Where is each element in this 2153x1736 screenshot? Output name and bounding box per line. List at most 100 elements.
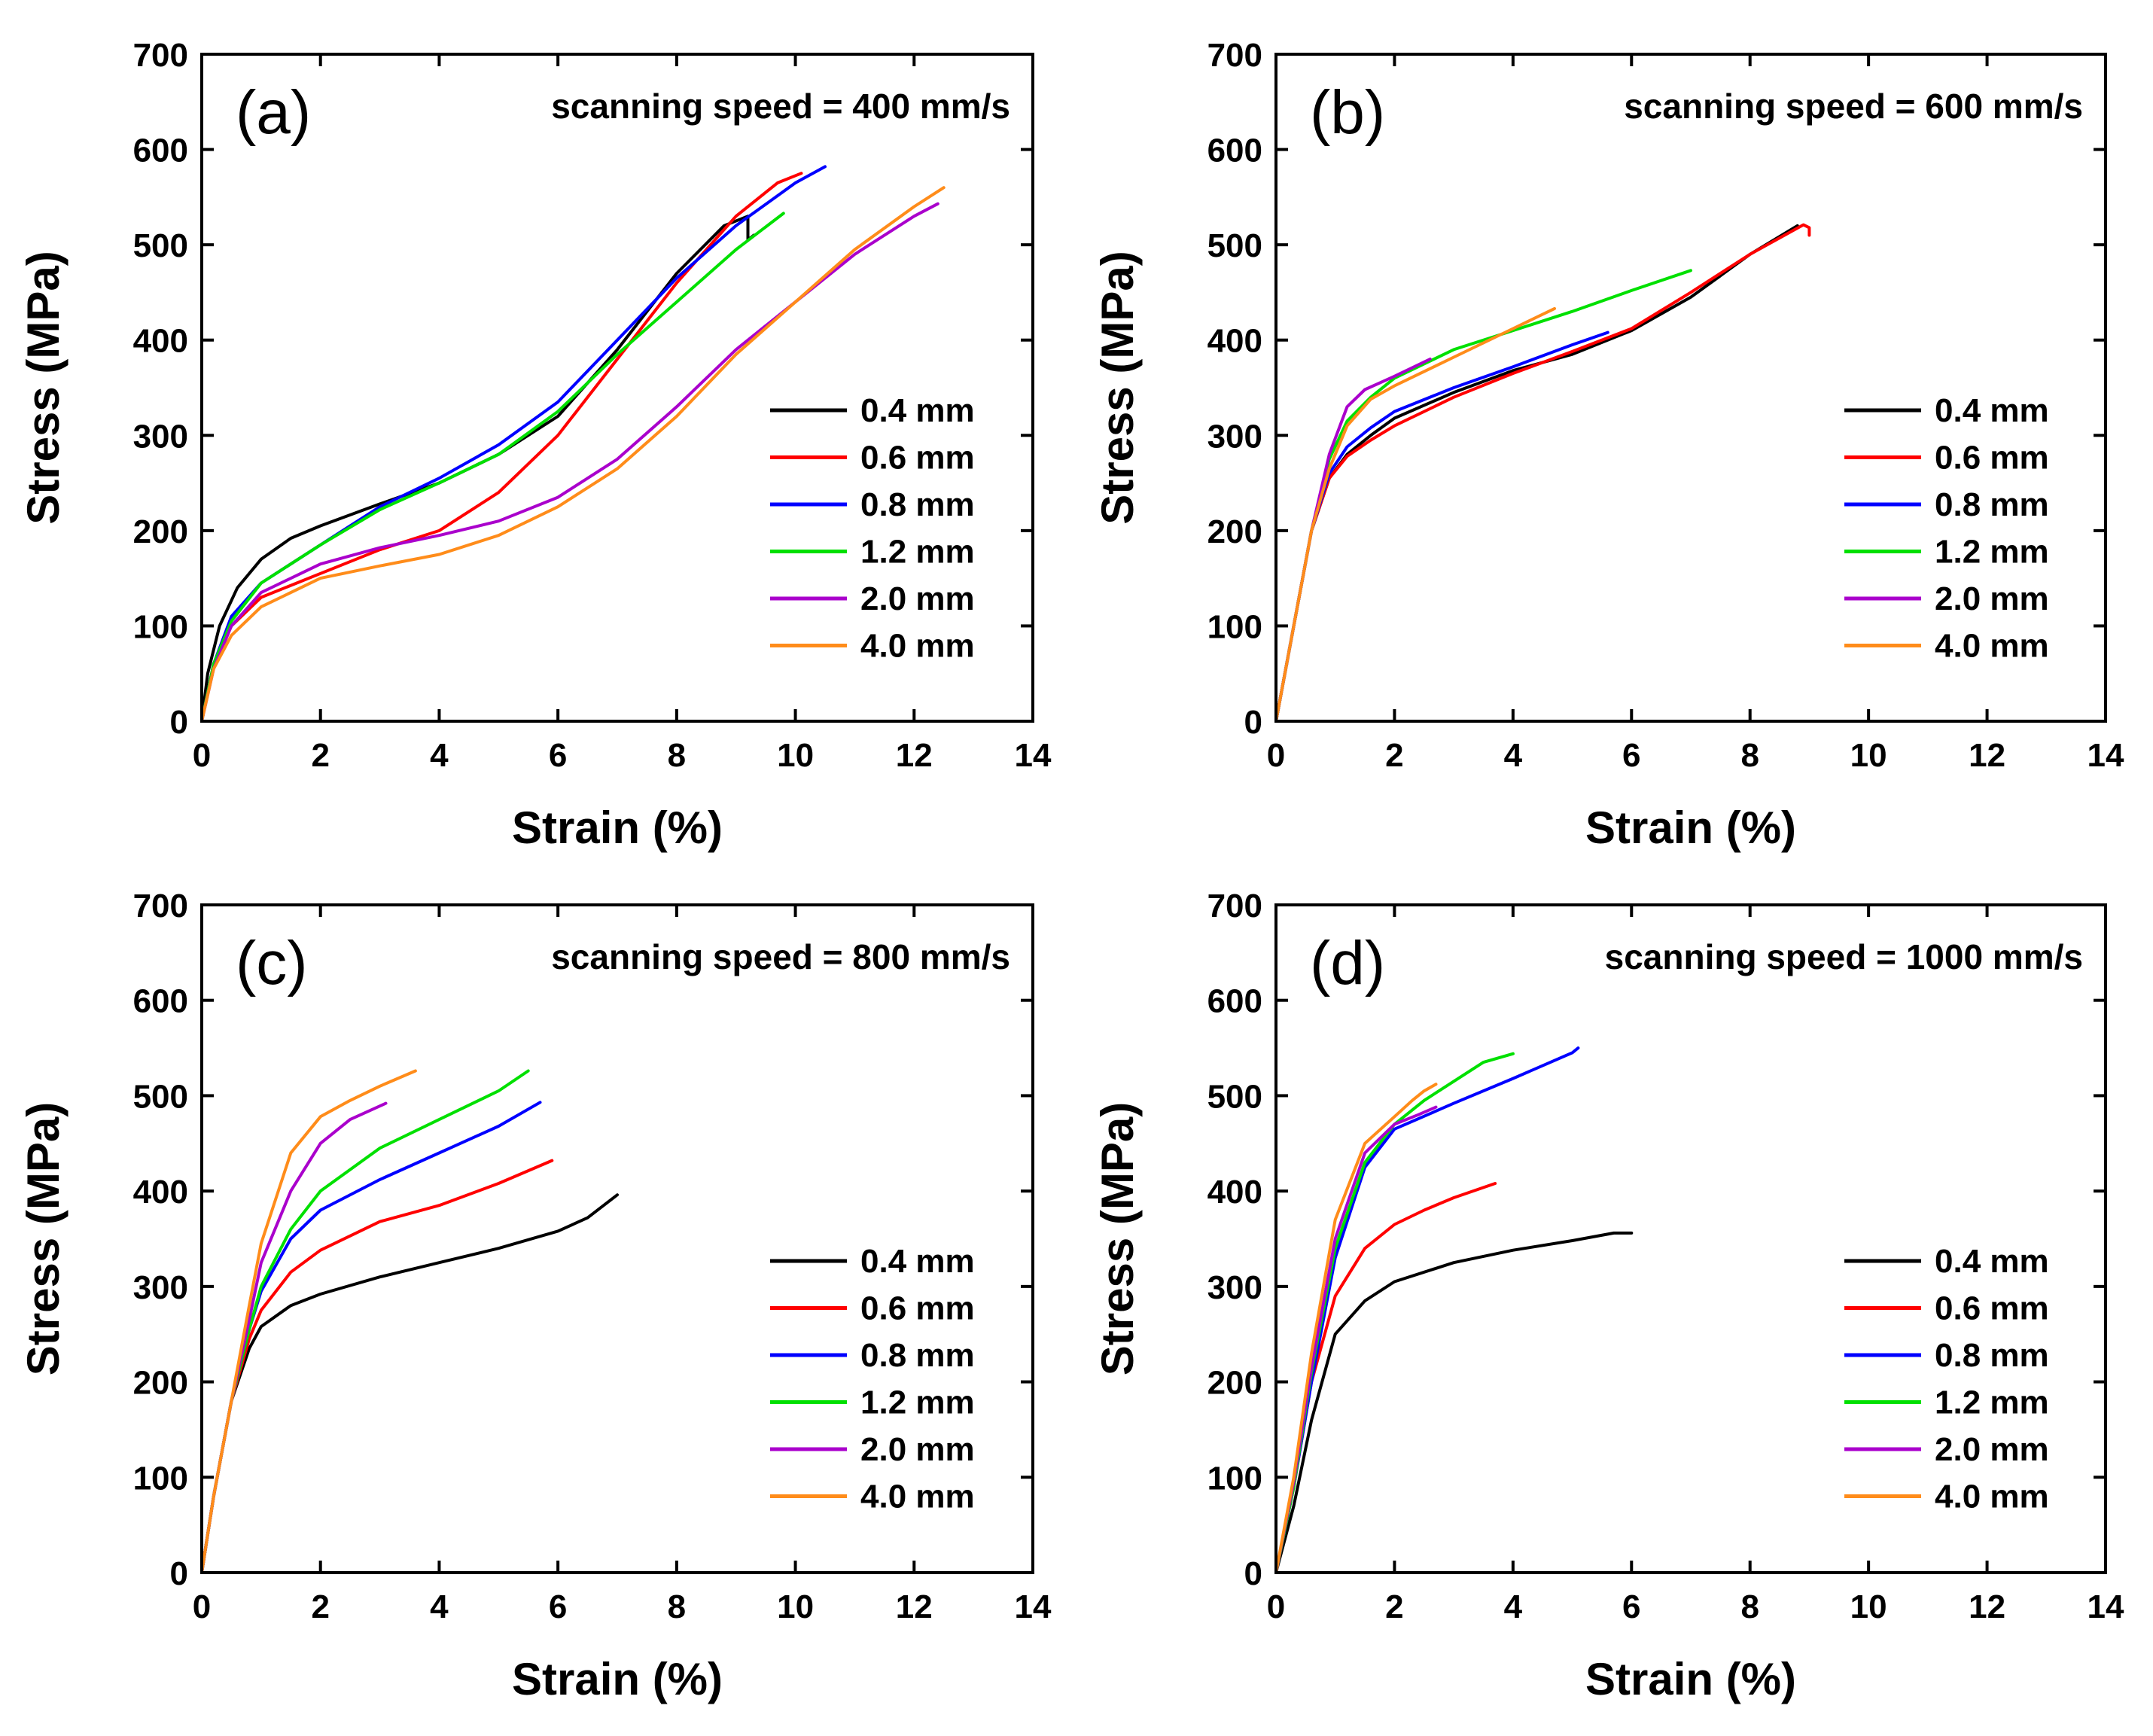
series-line-0_8-mm: [202, 165, 827, 721]
y-tick-label: 700: [1207, 37, 1262, 74]
series-line-1_2-mm: [202, 212, 785, 721]
series-line-2_0-mm: [1276, 1105, 1438, 1573]
x-tick-label: 12: [896, 1588, 933, 1625]
x-tick-label: 12: [1969, 737, 2005, 774]
y-tick-label: 100: [1207, 1460, 1262, 1497]
series-line-1_2-mm: [1276, 269, 1692, 721]
series-line-0_4-mm: [202, 1193, 619, 1573]
x-tick-label: 0: [193, 737, 211, 774]
x-tick-label: 2: [311, 1588, 329, 1625]
panel-label: (c): [236, 929, 308, 997]
y-tick-label: 100: [133, 608, 188, 645]
x-tick-label: 0: [1267, 1588, 1285, 1625]
x-tick-label: 14: [2088, 737, 2124, 774]
y-tick-label: 300: [133, 1269, 188, 1306]
legend-label: 0.4 mm: [1935, 392, 2049, 429]
x-tick-label: 12: [896, 737, 933, 774]
x-tick-label: 14: [2088, 1588, 2124, 1625]
x-tick-label: 8: [1740, 737, 1759, 774]
y-tick-label: 700: [133, 888, 188, 924]
legend-label: 4.0 mm: [860, 628, 975, 665]
y-tick-label: 200: [1207, 1365, 1262, 1402]
legend-label: 0.4 mm: [860, 392, 975, 429]
x-tick-label: 10: [777, 1588, 814, 1625]
y-tick-label: 200: [133, 513, 188, 550]
legend-label: 0.4 mm: [860, 1243, 975, 1280]
x-tick-label: 2: [311, 737, 329, 774]
legend-label: 4.0 mm: [1935, 1479, 2049, 1515]
y-tick-label: 700: [133, 37, 188, 74]
y-tick-label: 0: [1244, 1555, 1262, 1592]
legend-label: 2.0 mm: [860, 1431, 975, 1468]
legend-label: 1.2 mm: [860, 534, 975, 571]
legend: 0.4 mm 0.6 mm 0.8 mm 1.2 mm 2.0 mm 4.0 mm: [1844, 1243, 2049, 1515]
legend-label: 0.6 mm: [1935, 1290, 2049, 1327]
panel-c: 0 2 4 6 8 10 12 14 0 100 200 300 400 500 600 700 Strain …: [18, 888, 1052, 1704]
panel-subtitle: scanning speed = 800 mm/s: [551, 937, 1010, 976]
y-tick-label: 500: [1207, 227, 1262, 264]
panel-label: (b): [1310, 78, 1385, 147]
series-line-0_8-mm: [202, 1101, 542, 1573]
y-tick-label: 0: [170, 1555, 188, 1592]
y-tick-label: 300: [1207, 418, 1262, 455]
legend-label: 0.8 mm: [1935, 1337, 2049, 1374]
y-tick-label: 600: [1207, 983, 1262, 1020]
plot-frame: [200, 53, 1034, 723]
x-tick-label: 8: [668, 1588, 686, 1625]
legend-label: 2.0 mm: [1935, 1431, 2049, 1468]
series-line-0_4-mm: [1276, 1231, 1634, 1573]
series-line-0_6-mm: [1276, 223, 1811, 721]
y-tick-label: 500: [133, 1078, 188, 1115]
x-tick-label: 6: [549, 1588, 567, 1625]
x-tick-label: 8: [668, 737, 686, 774]
legend-label: 0.6 mm: [860, 440, 975, 477]
y-tick-label: 500: [133, 227, 188, 264]
y-tick-label: 400: [133, 1174, 188, 1211]
y-tick-label: 600: [133, 983, 188, 1020]
legend-label: 0.8 mm: [860, 486, 975, 523]
series-line-4_0-mm: [1276, 306, 1556, 721]
y-axis-title: Stress (MPa): [18, 251, 69, 524]
legend-label: 2.0 mm: [1935, 580, 2049, 617]
x-tick-label: 6: [1622, 737, 1640, 774]
y-tick-label: 0: [1244, 704, 1262, 741]
y-tick-label: 600: [133, 132, 188, 169]
panel-subtitle: scanning speed = 1000 mm/s: [1605, 937, 2083, 976]
series-line-2_0-mm: [202, 202, 939, 721]
x-tick-label: 0: [1267, 737, 1285, 774]
legend-label: 0.4 mm: [1935, 1243, 2049, 1280]
series-line-4_0-mm: [202, 1069, 417, 1573]
y-tick-label: 400: [1207, 1174, 1262, 1211]
legend-label: 2.0 mm: [860, 580, 975, 617]
x-tick-label: 4: [1504, 737, 1523, 774]
y-tick-label: 500: [1207, 1078, 1262, 1115]
x-tick-label: 4: [430, 737, 449, 774]
panel-label: (a): [236, 78, 311, 147]
y-tick-label: 700: [1207, 888, 1262, 924]
x-tick-label: 6: [1622, 1588, 1640, 1625]
series-line-0_6-mm: [202, 1159, 554, 1573]
legend-label: 0.6 mm: [860, 1290, 975, 1327]
y-tick-label: 200: [1207, 513, 1262, 550]
legend: 0.4 mm 0.6 mm 0.8 mm 1.2 mm 2.0 mm 4.0 mm: [770, 1243, 975, 1515]
x-tick-label: 14: [1015, 737, 1052, 774]
y-tick-label: 400: [1207, 323, 1262, 360]
legend-label: 0.8 mm: [860, 1337, 975, 1374]
legend-label: 1.2 mm: [860, 1384, 975, 1421]
series-line-0_4-mm: [1276, 224, 1799, 721]
x-axis-title: Strain (%): [1585, 1654, 1796, 1704]
y-tick-label: 600: [1207, 132, 1262, 169]
x-tick-label: 12: [1969, 1588, 2005, 1625]
panel-subtitle: scanning speed = 600 mm/s: [1624, 87, 2083, 126]
y-tick-label: 0: [170, 704, 188, 741]
y-tick-label: 100: [1207, 608, 1262, 645]
y-axis-title: Stress (MPa): [1092, 251, 1143, 524]
series-line-1_2-mm: [202, 1069, 530, 1573]
x-tick-label: 10: [1850, 737, 1887, 774]
x-tick-label: 2: [1385, 1588, 1403, 1625]
x-tick-label: 10: [777, 737, 814, 774]
x-axis-title: Strain (%): [512, 803, 723, 853]
series-line-0_6-mm: [202, 172, 803, 721]
y-tick-label: 300: [1207, 1269, 1262, 1306]
